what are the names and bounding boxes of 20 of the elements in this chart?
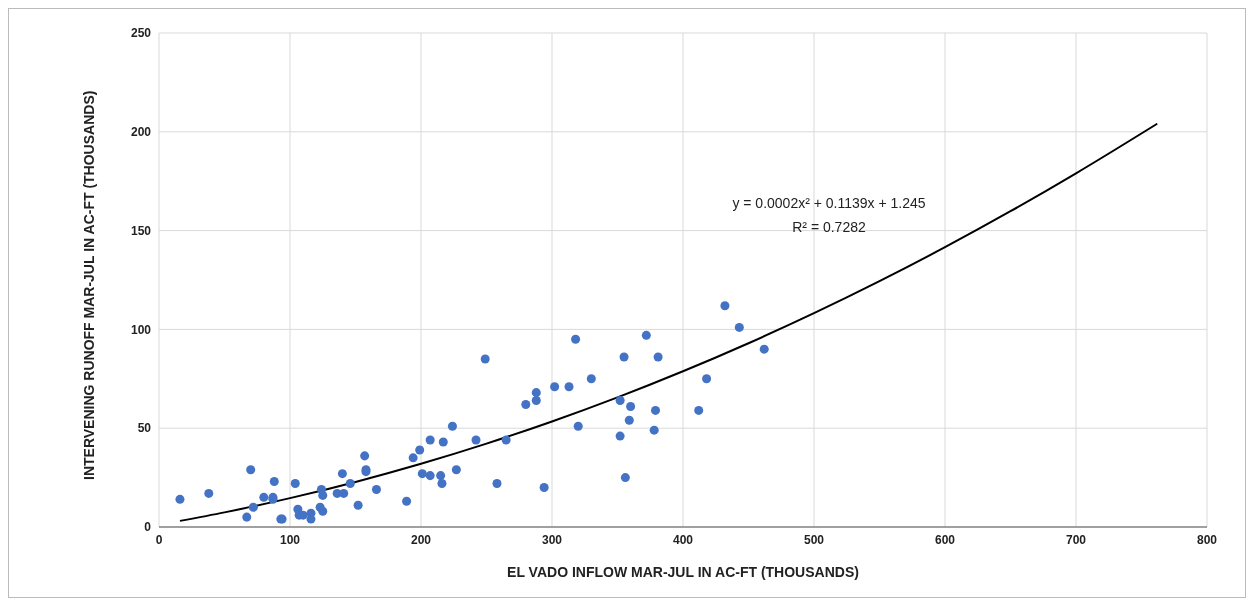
y-tick-label: 0 (144, 520, 152, 535)
y-tick-label: 200 (130, 125, 152, 140)
y-axis-title: INTERVENING RUNOFF MAR-JUL IN AC-FT (THOUSANDS) (80, 90, 97, 480)
x-tick-label: 700 (1065, 532, 1087, 547)
x-tick-label: 100 (279, 532, 301, 547)
y-tick-label: 250 (130, 26, 152, 41)
x-tick-label: 500 (803, 532, 825, 547)
x-tick-label: 400 (672, 532, 694, 547)
y-tick-label: 50 (137, 421, 152, 436)
x-tick-label: 800 (1196, 532, 1218, 547)
line-series (178, 122, 1159, 522)
x-tick-label: 300 (541, 532, 563, 547)
x-tick-label: 600 (934, 532, 956, 547)
x-tick-label: 0 (155, 532, 163, 547)
x-axis-title: EL VADO INFLOW MAR-JUL IN AC-FT (THOUSANDS) (507, 564, 859, 580)
x-tick-label: 200 (410, 532, 432, 547)
y-tick-label: 150 (130, 223, 152, 238)
annotation: y = 0.0002x² + 0.1139x + 1.245 (731, 195, 927, 211)
y-tick-label: 100 (130, 322, 152, 337)
annotation: R² = 0.7282 (791, 219, 867, 235)
